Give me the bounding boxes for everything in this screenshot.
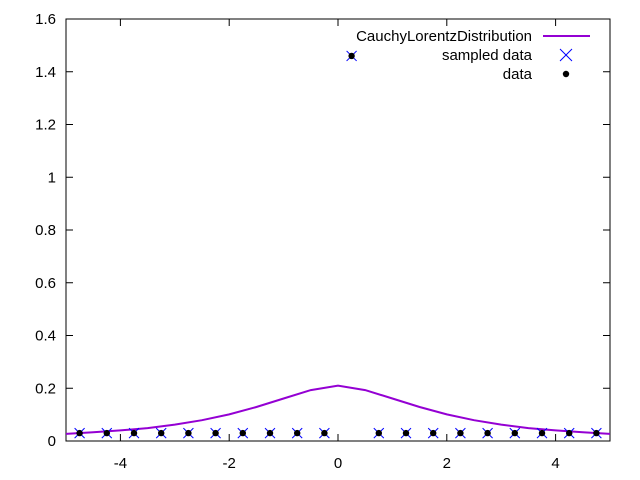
x-tick-label: -4 bbox=[114, 455, 127, 472]
y-tick-label: 1 bbox=[48, 169, 56, 186]
point-data bbox=[76, 429, 83, 437]
y-tick-label: 0.4 bbox=[35, 328, 56, 345]
legend-label: data bbox=[503, 66, 533, 83]
series-line-cauchylorentzdistribution bbox=[65, 384, 611, 435]
point-data bbox=[566, 429, 573, 437]
point-data bbox=[103, 429, 111, 437]
y-tick-label: 0.8 bbox=[35, 222, 56, 239]
point-data bbox=[484, 429, 491, 437]
plot-area bbox=[65, 50, 611, 439]
y-tick-label: 0.6 bbox=[35, 275, 56, 292]
point-data bbox=[538, 429, 546, 437]
x-tick-label: 2 bbox=[443, 455, 451, 472]
point-data bbox=[239, 429, 246, 437]
legend-dot-marker bbox=[562, 70, 570, 78]
point-data bbox=[593, 429, 600, 437]
point-data bbox=[457, 429, 464, 437]
point-data bbox=[294, 429, 301, 437]
y-tick-label: 1.6 bbox=[35, 11, 56, 28]
point-data bbox=[212, 429, 219, 437]
point-data bbox=[511, 429, 518, 437]
ticks: -4 -2 0 2 4 0 0.2 0.4 0.6 0.8 1 1.2 1.4 1.6 bbox=[35, 11, 610, 472]
x-tick-label: -2 bbox=[223, 455, 236, 472]
legend-label: sampled data bbox=[442, 47, 533, 64]
point-data bbox=[158, 429, 165, 437]
point-data bbox=[130, 429, 138, 437]
x-marker-stroke bbox=[559, 48, 573, 62]
point-data bbox=[402, 429, 410, 437]
y-tick-label: 0.2 bbox=[35, 380, 56, 397]
legend: CauchyLorentzDistribution sampled data dat… bbox=[356, 28, 590, 83]
y-tick-label: 0 bbox=[48, 433, 56, 450]
point-data bbox=[185, 429, 192, 437]
legend-label: CauchyLorentzDistribution bbox=[356, 28, 532, 45]
point-data bbox=[375, 429, 382, 437]
point-data bbox=[266, 429, 274, 437]
x-tick-label: 4 bbox=[551, 455, 559, 472]
legend-x-marker bbox=[559, 48, 573, 62]
y-tick-label: 1.2 bbox=[35, 117, 56, 134]
point-data bbox=[321, 429, 328, 437]
point-data bbox=[348, 52, 355, 60]
point-data bbox=[430, 429, 437, 437]
y-tick-label: 1.4 bbox=[35, 64, 56, 81]
x-tick-label: 0 bbox=[334, 455, 342, 472]
